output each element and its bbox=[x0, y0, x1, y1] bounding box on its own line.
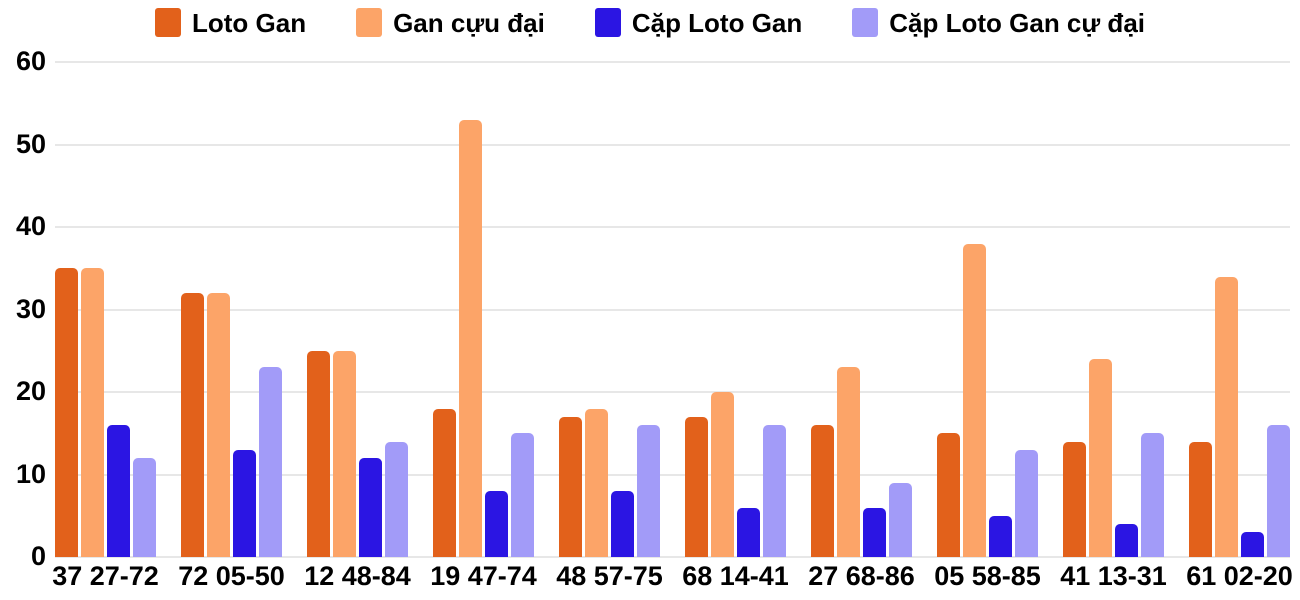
x-axis: 37 27-72 72 05-50 12 48-84 19 47-74 48 57-75… bbox=[52, 561, 1293, 591]
bar bbox=[1063, 441, 1086, 557]
bar bbox=[107, 425, 130, 557]
bar-group bbox=[937, 62, 1038, 557]
bar bbox=[307, 350, 330, 557]
bar-group bbox=[1189, 62, 1290, 557]
bar bbox=[863, 507, 886, 557]
x-axis-label: 05 58-85 bbox=[934, 561, 1041, 591]
bar bbox=[1089, 359, 1112, 557]
legend-swatch-icon bbox=[594, 8, 621, 37]
legend-item-1[interactable]: Loto Gan bbox=[154, 7, 307, 38]
legend-swatch-icon bbox=[154, 8, 181, 37]
legend-label: Gan cựu đại bbox=[393, 7, 545, 38]
plot-area bbox=[55, 61, 1290, 558]
bar bbox=[511, 433, 534, 557]
gridline bbox=[55, 308, 1290, 311]
bar bbox=[963, 243, 986, 557]
bar-group bbox=[307, 62, 408, 557]
bar bbox=[1215, 276, 1238, 557]
bar-group bbox=[559, 62, 660, 557]
legend-item-2[interactable]: Gan cựu đại bbox=[356, 8, 545, 37]
legend-label: Loto Gan bbox=[191, 7, 307, 38]
bar bbox=[485, 491, 508, 557]
x-axis-label: 27 68-86 bbox=[808, 561, 915, 591]
gridline bbox=[55, 473, 1290, 476]
x-axis-label: 19 47-74 bbox=[430, 561, 537, 591]
bar bbox=[359, 458, 382, 557]
bar bbox=[1189, 441, 1212, 557]
y-tick-label: 40 bbox=[15, 211, 46, 241]
x-axis-label: 68 14-41 bbox=[682, 561, 789, 591]
bar bbox=[837, 367, 860, 557]
legend-swatch-icon bbox=[356, 8, 383, 37]
bar bbox=[1115, 524, 1138, 557]
y-tick-label: 0 bbox=[30, 541, 46, 571]
legend-item-4[interactable]: Cặp Loto Gan cự đại bbox=[852, 8, 1145, 37]
bar bbox=[259, 367, 282, 557]
bar bbox=[207, 293, 230, 557]
gridline bbox=[55, 556, 1290, 558]
gridline bbox=[55, 391, 1290, 393]
x-axis-label: 37 27-72 bbox=[52, 561, 159, 591]
x-axis-label: 41 13-31 bbox=[1060, 561, 1167, 591]
y-tick-label: 20 bbox=[15, 376, 46, 406]
legend-label: Cặp Loto Gan cự đại bbox=[889, 7, 1145, 38]
bar bbox=[1267, 425, 1290, 557]
bar-group bbox=[55, 62, 156, 557]
bar bbox=[585, 408, 608, 557]
x-axis-label: 72 05-50 bbox=[178, 561, 285, 591]
bar bbox=[333, 350, 356, 557]
y-tick-label: 50 bbox=[15, 128, 46, 159]
gridline bbox=[55, 226, 1290, 228]
bar bbox=[233, 449, 256, 557]
bar bbox=[889, 482, 912, 557]
bar bbox=[1015, 449, 1038, 557]
bar bbox=[611, 491, 634, 557]
gridline bbox=[55, 61, 1290, 63]
bar bbox=[685, 416, 708, 557]
legend-swatch-icon bbox=[852, 8, 879, 37]
x-axis-label: 61 02-20 bbox=[1186, 561, 1293, 591]
bar bbox=[711, 392, 734, 557]
bar-group bbox=[433, 62, 534, 557]
chart-legend: Loto Gan Gan cựu đại Cặp Loto Gan Cặp Loto … bbox=[0, 8, 1300, 37]
y-tick-label: 30 bbox=[15, 293, 46, 324]
gridline bbox=[55, 143, 1290, 146]
bar bbox=[1141, 433, 1164, 557]
x-axis-label: 48 57-75 bbox=[556, 561, 663, 591]
bar bbox=[737, 507, 760, 557]
bar bbox=[459, 119, 482, 557]
legend-label: Cặp Loto Gan bbox=[631, 7, 803, 38]
y-tick-label: 10 bbox=[15, 458, 46, 489]
bar bbox=[1241, 532, 1264, 557]
bar bbox=[937, 433, 960, 557]
bar bbox=[433, 408, 456, 557]
bar-group bbox=[811, 62, 912, 557]
bar-group bbox=[1063, 62, 1164, 557]
bar bbox=[81, 268, 104, 557]
bar bbox=[55, 268, 78, 557]
bar-groups bbox=[55, 62, 1290, 557]
bar bbox=[181, 293, 204, 557]
bar bbox=[133, 458, 156, 557]
bar bbox=[385, 441, 408, 557]
legend-item-3[interactable]: Cặp Loto Gan bbox=[594, 7, 803, 38]
bar bbox=[763, 425, 786, 557]
y-tick-label: 60 bbox=[15, 46, 46, 76]
bar-group bbox=[181, 62, 282, 557]
x-axis-label: 12 48-84 bbox=[304, 561, 411, 591]
bar-group bbox=[685, 62, 786, 557]
bar bbox=[637, 425, 660, 557]
bar bbox=[811, 425, 834, 557]
bar bbox=[559, 416, 582, 557]
bar bbox=[989, 515, 1012, 557]
